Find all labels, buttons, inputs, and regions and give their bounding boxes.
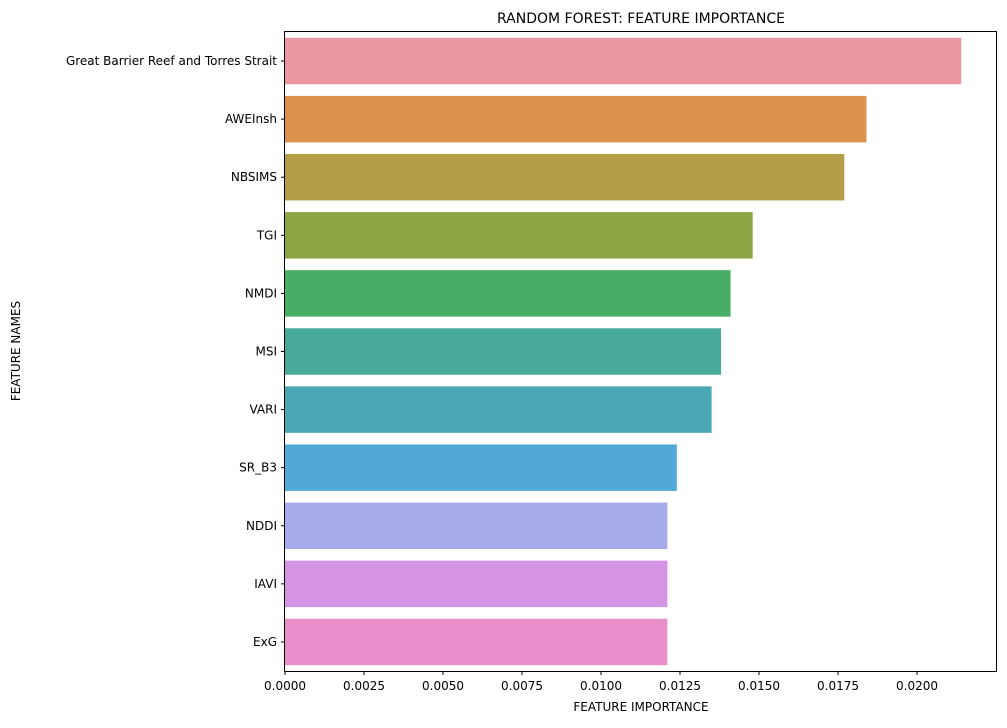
x-tick-label: 0.0075 xyxy=(501,679,543,693)
y-axis-title: FEATURE NAMES xyxy=(9,301,23,401)
y-tick-label: TGI xyxy=(256,228,277,242)
x-tick-label: 0.0100 xyxy=(580,679,622,693)
x-tick-label: 0.0175 xyxy=(817,679,859,693)
bar-1 xyxy=(285,95,867,143)
x-tick-label: 0.0025 xyxy=(343,679,385,693)
bar-2 xyxy=(285,153,845,201)
y-tick-label: NBSIMS xyxy=(231,170,277,184)
y-tick-label: Great Barrier Reef and Torres Strait xyxy=(66,54,277,68)
x-tick-labels: 0.0000 0.0025 0.0050 0.0075 0.0100 0.0125 0.01… xyxy=(264,671,938,693)
y-tick-label: VARI xyxy=(249,403,277,417)
bar-4 xyxy=(285,270,731,317)
chart-title: RANDOM FOREST: FEATURE IMPORTANCE xyxy=(497,11,785,27)
x-tick-label: 0.0200 xyxy=(896,679,938,693)
y-tick-label: MSI xyxy=(255,345,277,359)
x-tick-label: 0.0050 xyxy=(422,679,464,693)
bar-0 xyxy=(285,37,962,85)
bar-7 xyxy=(285,444,677,491)
x-tick-label: 0.0150 xyxy=(738,679,780,693)
plot-frame xyxy=(284,31,997,672)
x-tick-label: 0.0125 xyxy=(659,679,701,693)
y-tick-label: AWEInsh xyxy=(225,112,277,126)
bar-3 xyxy=(285,212,753,259)
y-tick-label: ExG xyxy=(253,635,277,649)
bar-9 xyxy=(285,560,668,608)
bar-10 xyxy=(285,618,668,666)
y-tick-label: SR_B3 xyxy=(239,461,277,475)
x-tick-label: 0.0000 xyxy=(264,679,306,693)
y-tick-labels: Great Barrier Reef and Torres Strait AWEI… xyxy=(66,54,285,649)
bars-layer xyxy=(285,37,962,666)
x-axis-title: FEATURE IMPORTANCE xyxy=(573,700,708,714)
y-tick-label: NMDI xyxy=(245,286,277,300)
bar-8 xyxy=(285,502,668,550)
y-tick-label: IAVI xyxy=(254,577,277,591)
bar-5 xyxy=(285,328,722,375)
bar-6 xyxy=(285,386,712,433)
y-tick-label: NDDI xyxy=(246,519,277,533)
